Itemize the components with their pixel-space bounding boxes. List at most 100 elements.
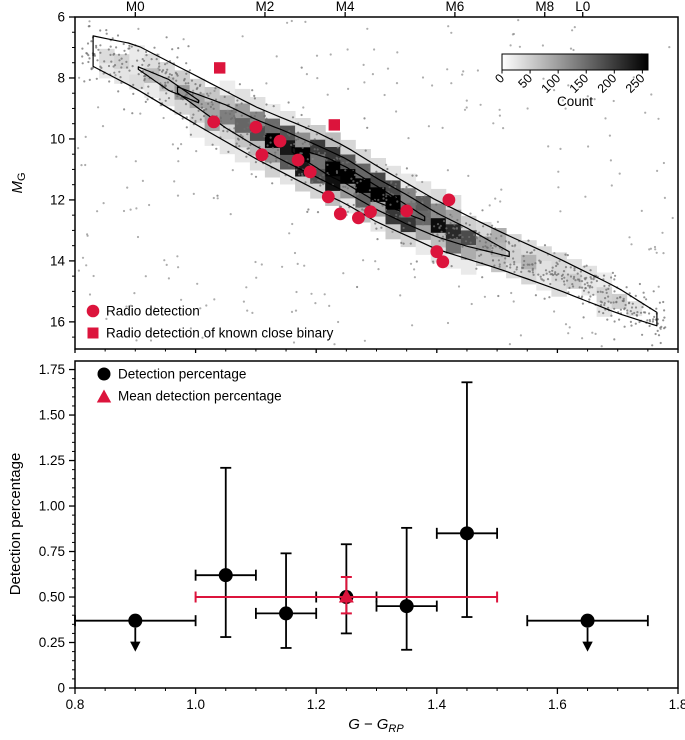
upper-limit-arrowhead	[582, 641, 593, 652]
star-dot	[81, 55, 84, 58]
star-dot	[619, 308, 623, 311]
star-dot	[374, 222, 377, 225]
star-dot	[481, 209, 484, 212]
field-star-dot	[226, 109, 229, 112]
star-dot	[335, 156, 338, 159]
detection-data-layer	[74, 381, 649, 652]
field-star-dot	[580, 275, 583, 278]
star-dot	[546, 278, 550, 281]
radio-detection-marker	[291, 153, 305, 167]
star-dot	[109, 53, 112, 57]
density-cell	[415, 210, 432, 226]
star-dot	[382, 197, 385, 200]
star-dot	[214, 87, 217, 90]
star-dot	[112, 53, 115, 56]
field-star-dot	[498, 108, 501, 111]
star-dot	[265, 117, 268, 120]
field-star-dot	[125, 305, 128, 308]
y-tick-label: 1.75	[39, 362, 65, 377]
field-star-dot	[655, 251, 658, 254]
star-dot	[447, 231, 450, 235]
star-dot	[271, 182, 274, 185]
xlabel-g2: G	[377, 716, 389, 733]
star-dot	[557, 272, 560, 276]
star-dot	[613, 290, 616, 293]
star-dot	[634, 294, 637, 297]
star-dot	[176, 74, 179, 77]
star-dot	[600, 301, 604, 304]
field-star-dot	[205, 304, 208, 307]
star-dot	[304, 181, 307, 184]
detection-percentage-point	[128, 613, 143, 628]
star-dot	[317, 152, 321, 155]
star-dot	[449, 222, 452, 225]
field-star-dot	[498, 114, 501, 117]
legend-mean-marker	[96, 389, 112, 403]
field-star-dot	[659, 327, 662, 331]
star-dot	[405, 186, 408, 189]
star-dot	[190, 79, 194, 82]
star-dot	[515, 268, 518, 271]
field-star-dot	[189, 327, 192, 330]
star-dot	[105, 29, 108, 32]
star-dot	[236, 99, 239, 102]
star-dot	[583, 265, 586, 268]
field-star-dot	[294, 309, 298, 312]
star-dot	[269, 136, 272, 139]
star-dot	[395, 213, 398, 217]
star-dot	[545, 272, 548, 275]
star-dot	[537, 273, 540, 276]
field-star-dot	[88, 20, 91, 23]
field-star-dot	[610, 184, 613, 187]
radio-detection-marker	[442, 193, 456, 207]
y-tick-label: 1.00	[39, 499, 65, 514]
star-dot	[478, 254, 481, 257]
detection-axes: 0.8 1.0 1.2 1.4 1.6 1.8 0 0.25 0.50 0.75 1.00 1.25 1…	[39, 362, 685, 712]
star-dot	[382, 193, 385, 196]
density-cell	[370, 216, 386, 232]
star-dot	[247, 147, 250, 150]
field-star-dot	[502, 127, 505, 130]
star-dot	[81, 62, 84, 65]
field-star-dot	[81, 256, 85, 259]
radio-detection-marker	[352, 211, 365, 225]
star-dot	[405, 167, 408, 170]
field-star-dot	[432, 261, 435, 265]
field-star-dot	[366, 27, 369, 30]
y-tick-label: 0.25	[39, 635, 65, 650]
star-dot	[355, 194, 358, 197]
star-dot	[306, 210, 309, 213]
star-dot	[123, 108, 126, 111]
star-dot	[249, 143, 252, 146]
star-dot	[356, 181, 359, 184]
star-dot	[551, 269, 554, 272]
field-star-dot	[421, 180, 424, 184]
field-star-dot	[296, 262, 299, 265]
field-star-dot	[476, 69, 479, 72]
star-dot	[461, 236, 464, 239]
field-star-dot	[587, 145, 590, 148]
density-contour	[176, 86, 510, 258]
star-dot	[223, 95, 226, 98]
field-star-dot	[457, 285, 461, 288]
density-cell	[189, 122, 206, 138]
star-dot	[562, 270, 566, 273]
star-dot	[366, 126, 369, 129]
field-star-dot	[315, 54, 319, 57]
field-star-dot	[386, 67, 390, 70]
star-dot	[604, 297, 607, 300]
star-dot	[484, 241, 487, 244]
star-dot	[508, 242, 511, 245]
star-dot	[132, 83, 135, 86]
star-dot	[86, 42, 90, 45]
spectral-type-label: M6	[446, 0, 465, 14]
star-dot	[356, 285, 359, 289]
star-dot	[117, 53, 121, 56]
star-dot	[147, 85, 150, 88]
star-dot	[619, 296, 622, 299]
star-dot	[459, 233, 462, 236]
cmd-ylabel: MG	[9, 172, 28, 193]
star-dot	[409, 242, 412, 245]
field-star-dot	[295, 290, 298, 294]
